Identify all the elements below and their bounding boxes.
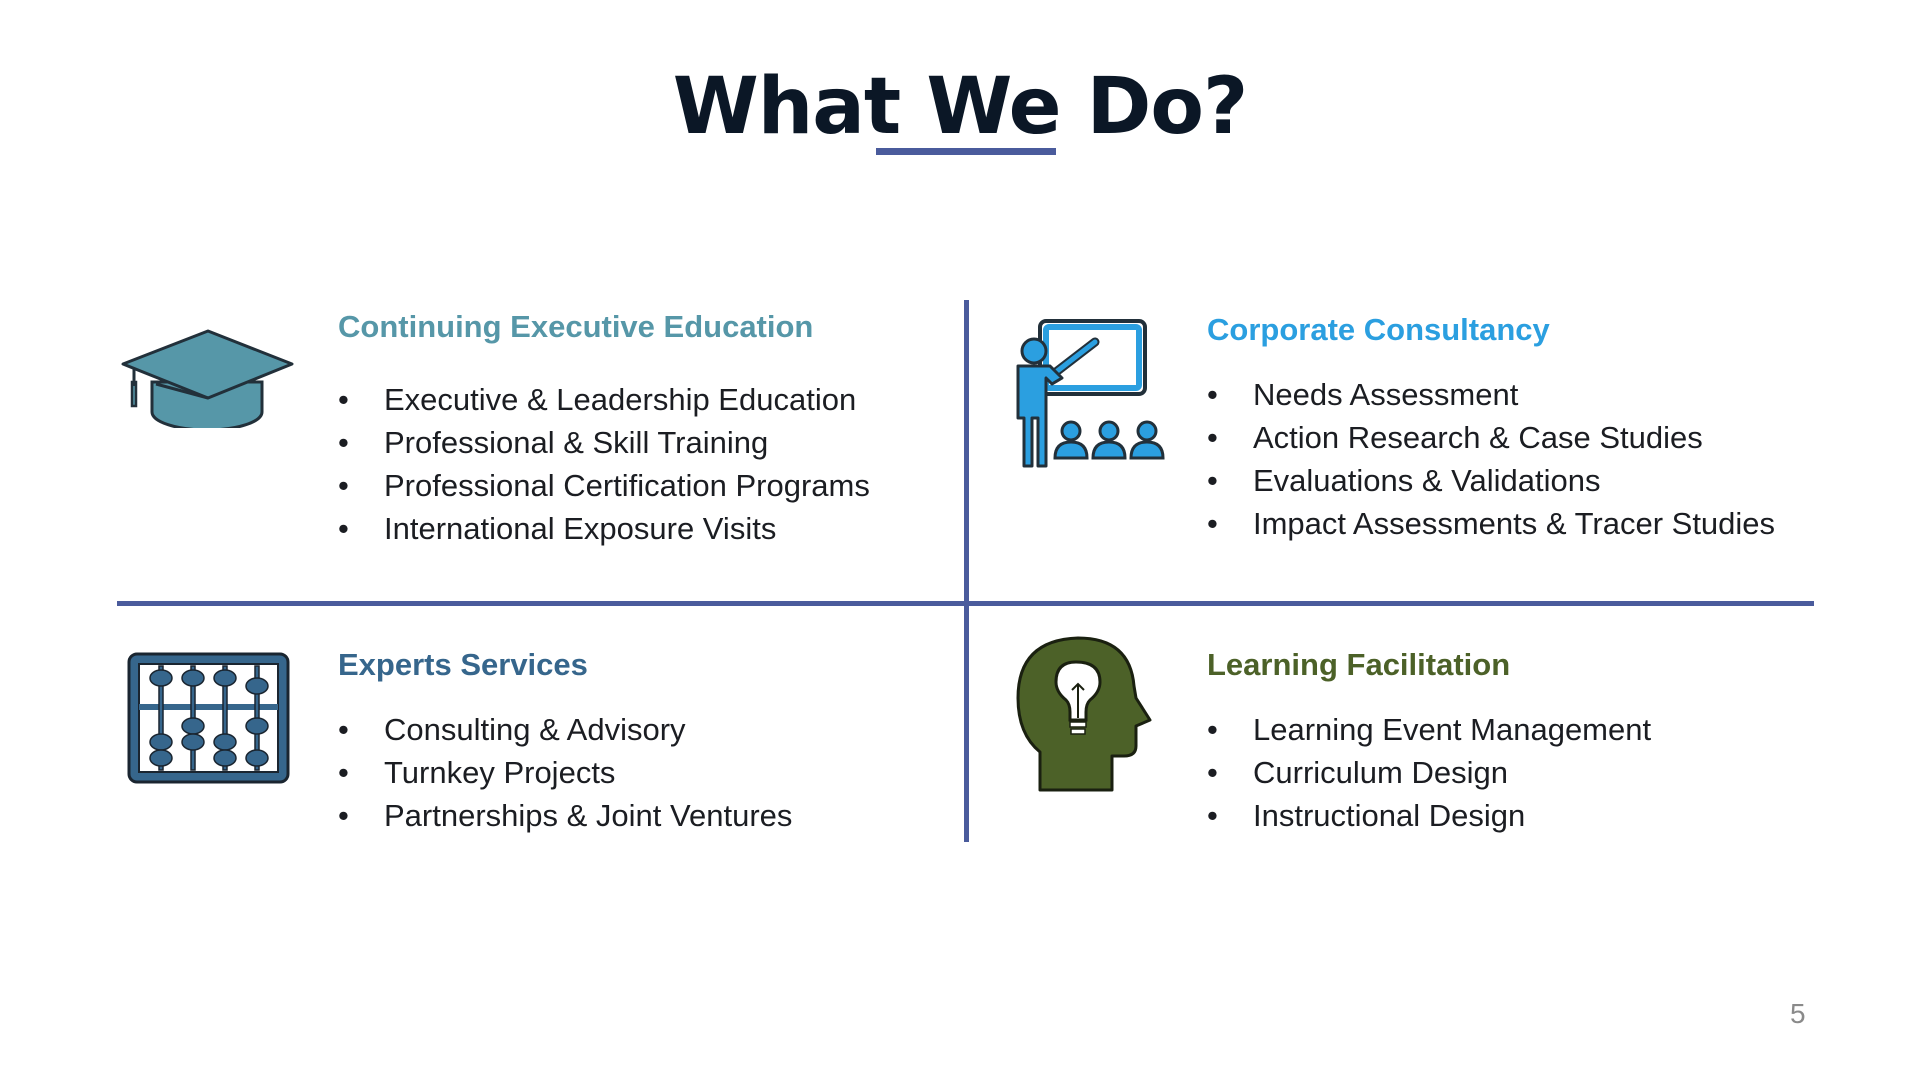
abacus-icon [127,652,290,784]
page-number: 5 [1790,998,1806,1029]
list-item: Professional & Skill Training [338,421,870,464]
presentation-teacher-icon [1000,318,1170,470]
graduation-cap-icon [120,328,295,428]
list-item: Curriculum Design [1207,751,1651,794]
list-item: Learning Event Management [1207,708,1651,751]
continuing-executive-education-list: Executive & Leadership Education Profess… [338,378,870,550]
quadrant-title-learning-facilitation: Learning Facilitation [1207,647,1511,682]
list-item: Professional Certification Programs [338,464,870,507]
experts-services-list: Consulting & Advisory Turnkey Projects P… [338,708,792,837]
list-item: Executive & Leadership Education [338,378,870,421]
title-underline [876,148,1056,155]
list-item: Action Research & Case Studies [1207,416,1775,459]
horizontal-divider [117,601,1814,606]
list-item: Instructional Design [1207,794,1651,837]
quadrant-title-experts-services: Experts Services [338,647,588,682]
list-item: Partnerships & Joint Ventures [338,794,792,837]
list-item: Needs Assessment [1207,373,1775,416]
vertical-divider [964,300,969,842]
quadrant-title-corporate-consultancy: Corporate Consultancy [1207,312,1550,347]
list-item: Consulting & Advisory [338,708,792,751]
list-item: Evaluations & Validations [1207,459,1775,502]
learning-facilitation-list: Learning Event Management Curriculum Des… [1207,708,1651,837]
slide-title: What We Do? [672,62,1249,152]
head-lightbulb-icon [1016,634,1152,794]
quadrant-title-continuing-executive-education: Continuing Executive Education [338,309,814,344]
list-item: Turnkey Projects [338,751,792,794]
list-item: Impact Assessments & Tracer Studies [1207,502,1775,545]
corporate-consultancy-list: Needs Assessment Action Research & Case … [1207,373,1775,545]
list-item: International Exposure Visits [338,507,870,550]
